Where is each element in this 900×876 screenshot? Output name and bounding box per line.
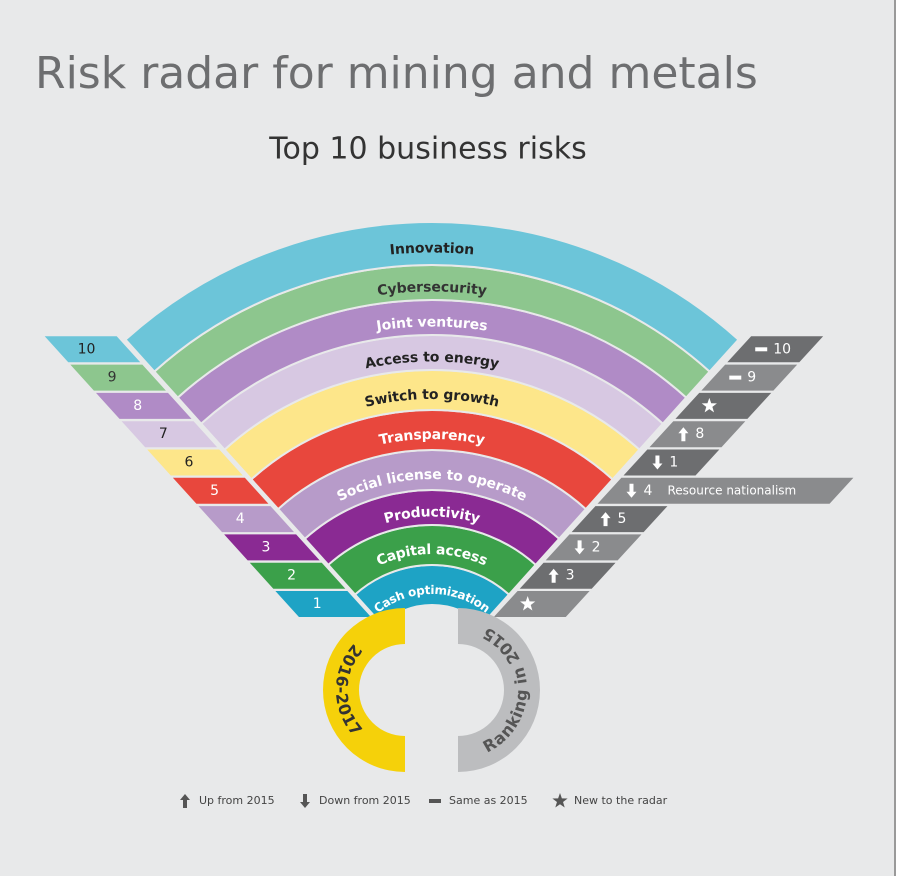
previous-rank-tab	[493, 591, 590, 617]
rank-tab	[224, 534, 320, 561]
legend-icon	[429, 799, 441, 803]
rank-tab	[70, 364, 166, 391]
risk-label: Innovation	[389, 240, 475, 258]
previous-rank-tab	[597, 477, 854, 504]
risk-note: Resource nationalism	[667, 483, 796, 497]
change-icon	[626, 483, 637, 498]
previous-rank-tab	[623, 449, 720, 476]
change-icon	[652, 455, 663, 470]
change-icon	[701, 397, 717, 413]
legend-icon	[552, 793, 568, 808]
previous-rank-tab	[649, 421, 746, 448]
previous-rank-tab	[675, 392, 772, 419]
legend-label: Up from 2015	[199, 794, 275, 807]
change-icon	[574, 540, 585, 555]
risk-label: Transparency	[378, 427, 486, 449]
rank-tab	[121, 421, 218, 448]
legend-label: New to the radar	[574, 794, 668, 807]
previous-rank-tab	[571, 506, 668, 533]
previous-rank-tab	[519, 562, 616, 589]
previous-rank-tab	[727, 336, 824, 363]
rank-tab	[198, 506, 295, 533]
rank-number: 5	[210, 483, 219, 499]
previous-rank: 10	[773, 341, 791, 357]
rank-number: 7	[159, 426, 168, 442]
risk-name: Productivity	[382, 504, 481, 527]
previous-rank: 8	[695, 426, 704, 442]
title: Risk radar for mining and metals	[35, 48, 758, 99]
rank-tab	[44, 336, 141, 363]
ring	[458, 608, 540, 772]
change-icon	[520, 596, 536, 611]
previous-rank-tab	[545, 534, 642, 561]
previous-rank: 9	[747, 370, 756, 386]
risk-name: Access to energy	[364, 349, 501, 372]
previous-rank: 2	[592, 539, 601, 555]
rank-number: 4	[236, 511, 245, 527]
rank-number: 6	[185, 455, 194, 471]
legend-label: Same as 2015	[449, 794, 528, 807]
rank-number: 10	[78, 341, 96, 357]
change-icon	[548, 568, 559, 583]
subtitle: Top 10 business risks	[268, 132, 586, 167]
risk-label: Switch to growth	[363, 387, 500, 411]
risk-name: Transparency	[378, 427, 486, 449]
previous-rank: 1	[669, 455, 678, 471]
legend-icon	[180, 794, 190, 808]
risk-name: Cybersecurity	[376, 279, 487, 299]
previous-rank: 3	[566, 568, 575, 584]
change-icon	[678, 427, 689, 442]
rank-number: 9	[108, 370, 117, 386]
rank-tab	[147, 449, 243, 476]
previous-rank: 5	[618, 511, 627, 527]
risk-name: Innovation	[389, 240, 475, 258]
risk-label: Joint ventures	[374, 314, 488, 334]
rank-tab	[249, 562, 346, 589]
risk-band	[124, 221, 740, 374]
change-icon	[755, 347, 768, 352]
ring	[323, 608, 405, 772]
risk-label: Cybersecurity	[376, 279, 487, 299]
legend-icon	[300, 794, 310, 808]
risk-label: Access to energy	[364, 349, 501, 372]
risk-name: Switch to growth	[363, 387, 500, 411]
rank-number: 8	[133, 398, 142, 414]
risk-name: Joint ventures	[374, 314, 488, 334]
rank-number: 1	[313, 596, 322, 612]
rank-tab	[275, 591, 371, 617]
previous-rank: 4	[643, 483, 652, 499]
rank-number: 3	[261, 539, 270, 555]
previous-rank-tab	[701, 364, 798, 391]
change-icon	[600, 512, 611, 527]
risk-label: Productivity	[382, 504, 481, 527]
change-icon	[729, 375, 742, 380]
rank-tab	[172, 477, 269, 504]
legend-label: Down from 2015	[319, 794, 411, 807]
rank-number: 2	[287, 568, 296, 584]
rank-tab	[95, 392, 192, 419]
